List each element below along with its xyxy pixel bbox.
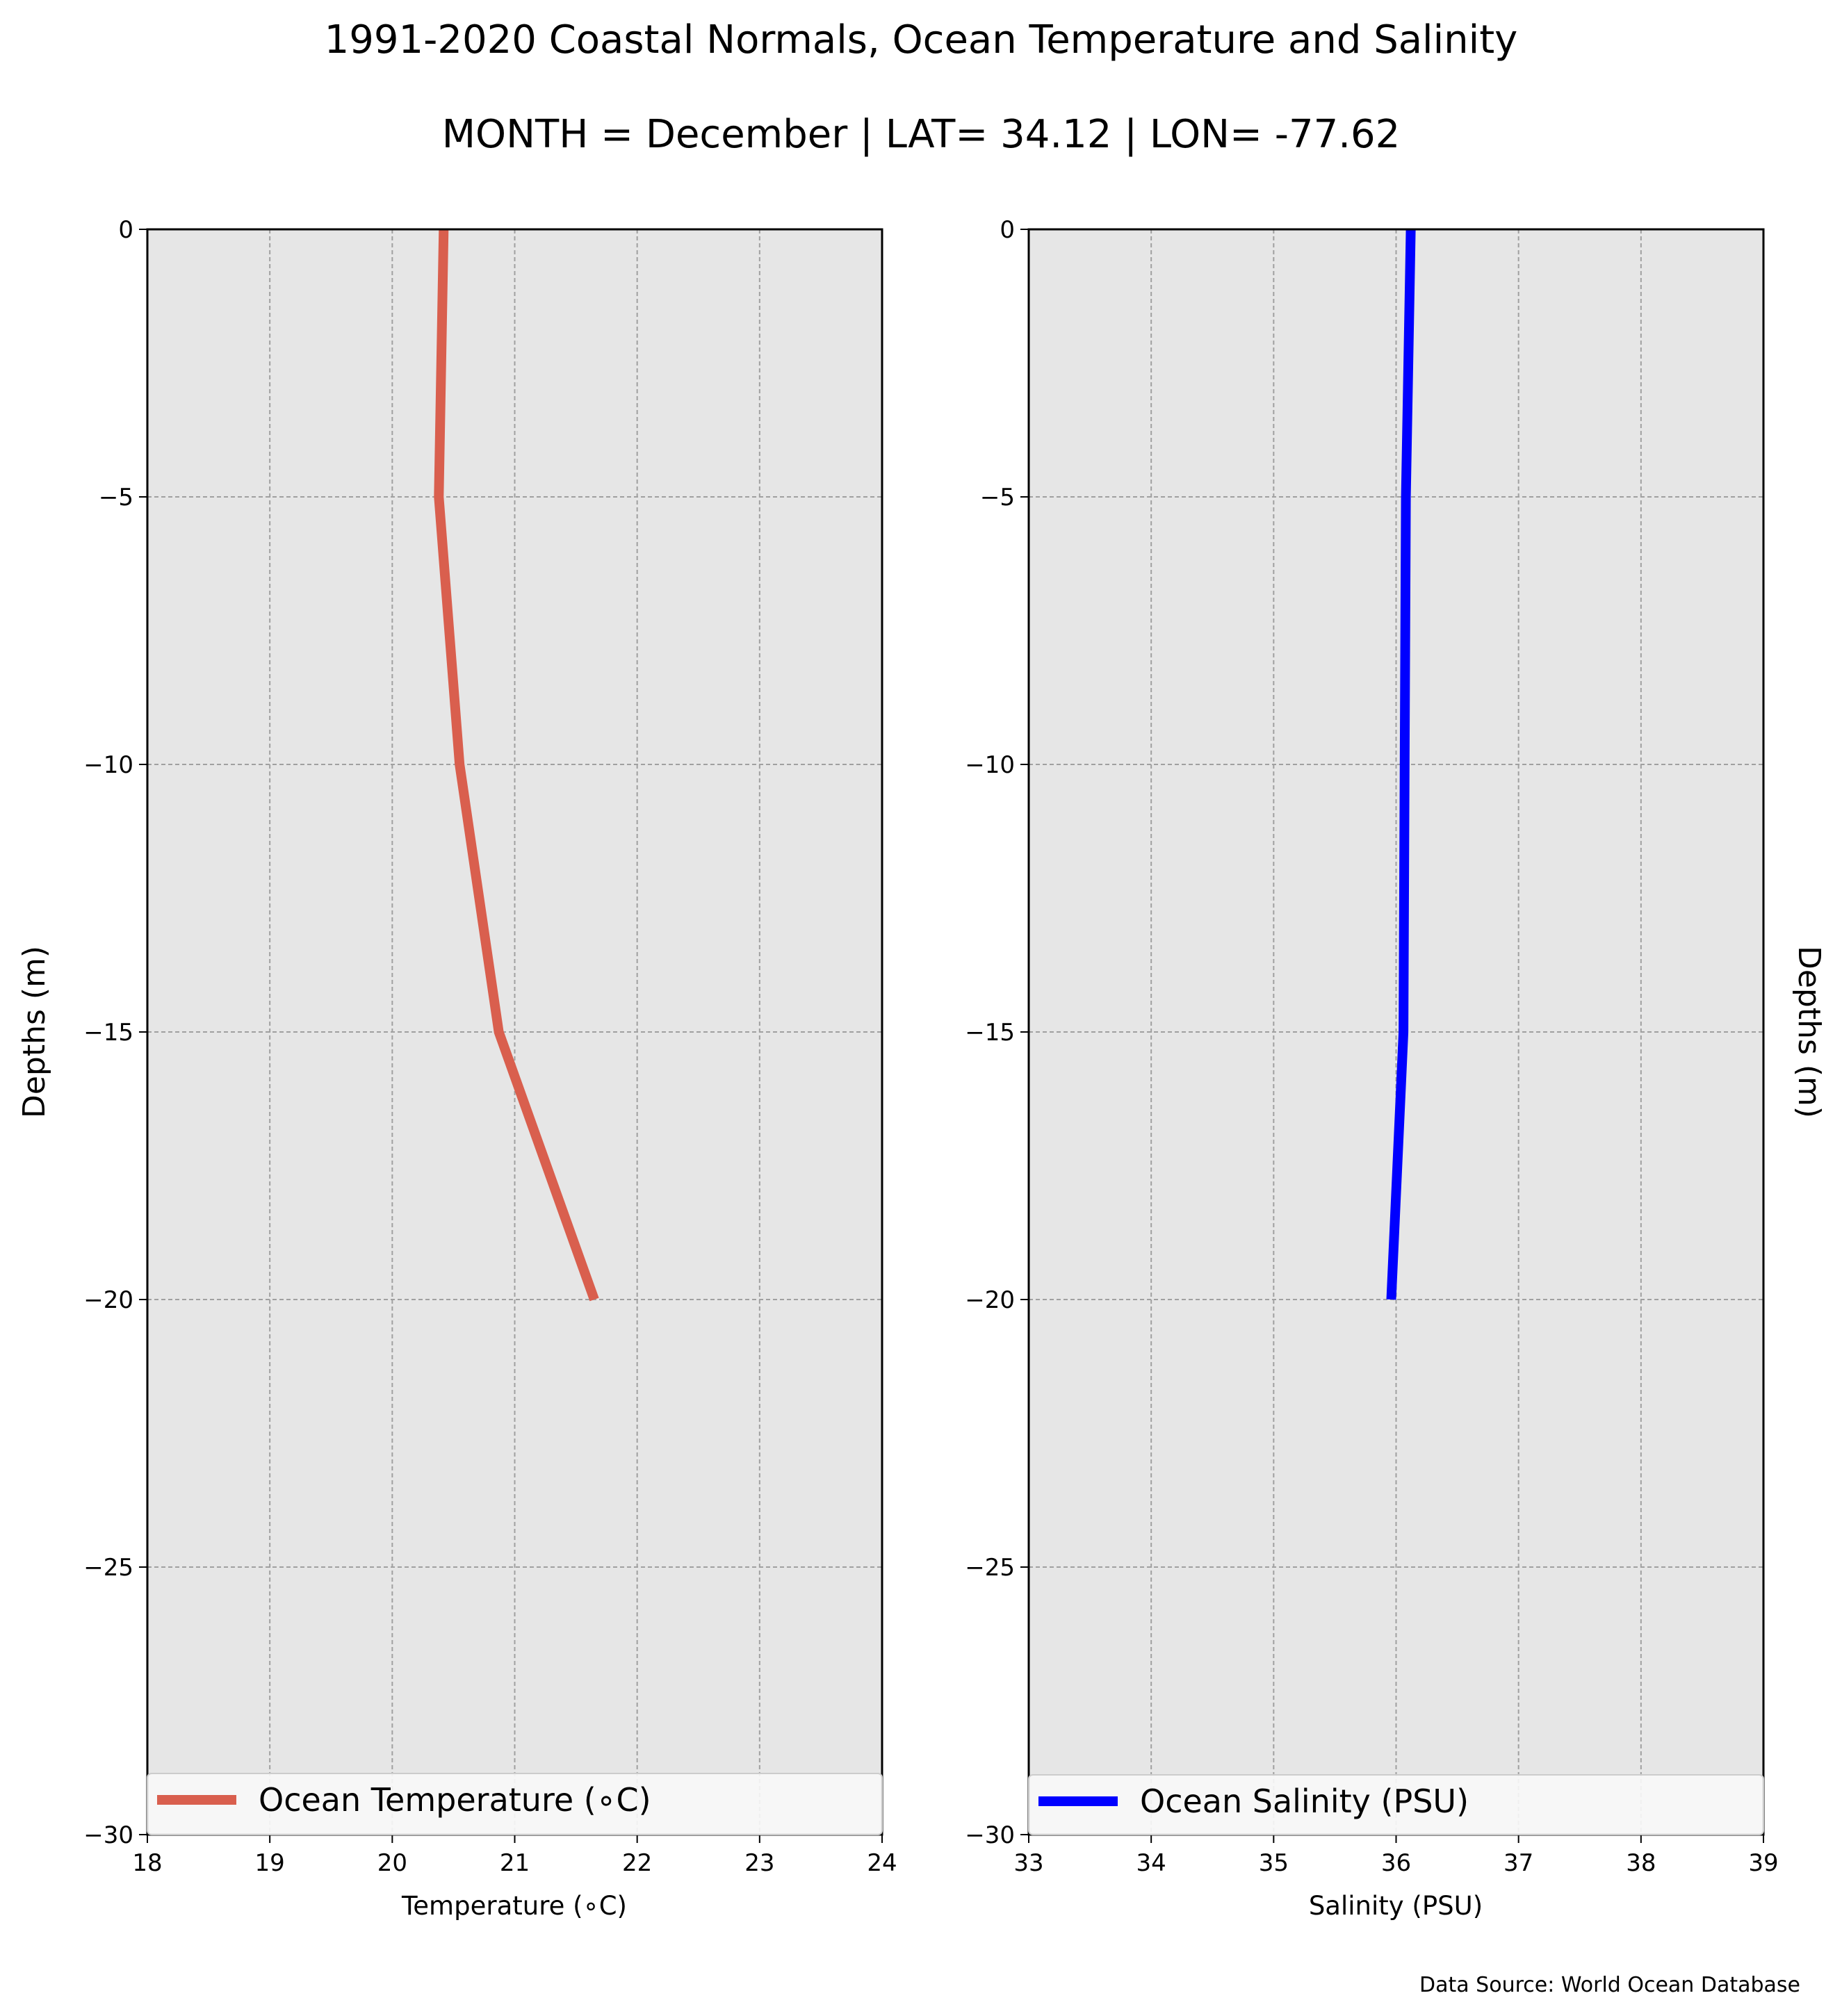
temperature-y-tick-label: −25 [83, 1554, 133, 1582]
salinity-x-tick-label: 37 [1503, 1849, 1533, 1877]
temperature-y-tick-label: −20 [83, 1286, 133, 1314]
salinity-x-tick-label: 33 [1013, 1849, 1043, 1877]
right-y-axis-label: Depths (m) [1791, 946, 1827, 1118]
salinity-y-tick-label: −5 [980, 484, 1015, 511]
salinity-x-axis-label: Salinity (PSU) [1309, 1891, 1483, 1921]
temperature-panel: 18 19 20 21 22 23 24 0 −5 −10 −15 −20 −25 −30 Ocean T… [17, 216, 897, 1921]
temperature-gridlines [147, 229, 882, 1835]
temperature-ticks: 18 19 20 21 22 23 24 0 −5 −10 −15 −20 −25 −30 [83, 216, 897, 1877]
temperature-y-tick-label: 0 [118, 216, 133, 244]
salinity-legend-box [1028, 1774, 1764, 1835]
salinity-x-tick-label: 38 [1626, 1849, 1656, 1877]
data-source-note: Data Source: World Ocean Database [1419, 1973, 1800, 1997]
temperature-x-tick-label: 21 [500, 1849, 530, 1877]
temperature-x-tick-label: 24 [867, 1849, 897, 1877]
figure-title: 1991-2020 Coastal Normals, Ocean Tempera… [325, 17, 1518, 63]
temperature-y-tick-label: −10 [83, 751, 133, 779]
temperature-y-tick-label: −15 [83, 1019, 133, 1047]
salinity-y-tick-label: −15 [965, 1019, 1015, 1047]
temperature-legend-label: Ocean Temperature (∘C) [259, 1781, 651, 1819]
temperature-x-tick-label: 20 [377, 1849, 407, 1877]
salinity-x-tick-label: 39 [1748, 1849, 1778, 1877]
temperature-y-tick-label: −5 [99, 484, 133, 511]
temperature-x-tick-label: 23 [744, 1849, 774, 1877]
temperature-x-tick-label: 22 [622, 1849, 652, 1877]
salinity-x-tick-label: 36 [1381, 1849, 1411, 1877]
temperature-x-axis-label: Temperature (∘C) [401, 1891, 627, 1921]
salinity-y-tick-label: 0 [1000, 216, 1015, 244]
salinity-x-tick-label: 34 [1136, 1849, 1166, 1877]
salinity-y-tick-label: −10 [965, 751, 1015, 779]
temperature-legend: Ocean Temperature (∘C) [147, 1773, 883, 1835]
salinity-panel: 33 34 35 36 37 38 39 0 −5 −10 −15 −20 −25 −30 Ocean S… [965, 216, 1827, 1921]
temperature-y-tick-label: −30 [83, 1821, 133, 1849]
salinity-legend: Ocean Salinity (PSU) [1028, 1774, 1764, 1835]
left-y-axis-label: Depths (m) [17, 946, 52, 1118]
temperature-legend-box [147, 1773, 883, 1835]
salinity-y-tick-label: −20 [965, 1286, 1015, 1314]
temperature-x-tick-label: 19 [255, 1849, 285, 1877]
salinity-ticks: 33 34 35 36 37 38 39 0 −5 −10 −15 −20 −25 −30 [965, 216, 1778, 1877]
salinity-legend-label: Ocean Salinity (PSU) [1140, 1783, 1469, 1820]
salinity-x-tick-label: 35 [1259, 1849, 1289, 1877]
temperature-x-tick-label: 18 [132, 1849, 162, 1877]
salinity-gridlines [1029, 229, 1763, 1835]
salinity-y-tick-label: −25 [965, 1554, 1015, 1582]
salinity-y-tick-label: −30 [965, 1821, 1015, 1849]
figure-subtitle: MONTH = December | LAT= 34.12 | LON= -77… [442, 112, 1401, 157]
